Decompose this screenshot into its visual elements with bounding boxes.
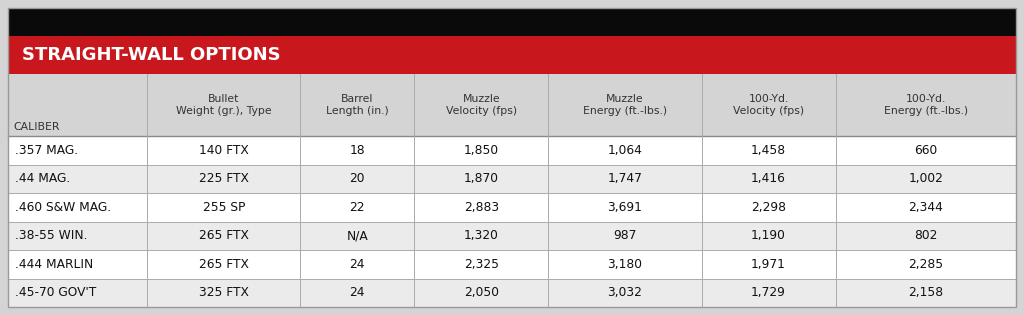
Text: 1,064: 1,064 <box>607 144 642 157</box>
Bar <box>8 74 1016 136</box>
Text: 3,691: 3,691 <box>607 201 642 214</box>
Text: 1,870: 1,870 <box>464 172 499 185</box>
Text: 1,416: 1,416 <box>751 172 786 185</box>
Bar <box>8 36 1016 74</box>
Text: 1,747: 1,747 <box>607 172 642 185</box>
Text: 265 FTX: 265 FTX <box>199 258 249 271</box>
Bar <box>8 8 1016 36</box>
Text: 18: 18 <box>349 144 366 157</box>
Text: .357 MAG.: .357 MAG. <box>15 144 78 157</box>
Text: 20: 20 <box>349 172 365 185</box>
Text: 2,883: 2,883 <box>464 201 499 214</box>
Text: Muzzle
Energy (ft.-lbs.): Muzzle Energy (ft.-lbs.) <box>583 94 667 116</box>
Text: 225 FTX: 225 FTX <box>199 172 249 185</box>
Text: 255 SP: 255 SP <box>203 201 245 214</box>
Text: 100-Yd.
Velocity (fps): 100-Yd. Velocity (fps) <box>733 94 804 116</box>
Bar <box>8 136 1016 164</box>
Text: 2,158: 2,158 <box>908 286 943 299</box>
Text: 24: 24 <box>349 286 365 299</box>
Text: STRAIGHT-WALL OPTIONS: STRAIGHT-WALL OPTIONS <box>22 46 281 64</box>
Text: 3,180: 3,180 <box>607 258 642 271</box>
Text: 1,458: 1,458 <box>751 144 786 157</box>
Text: 22: 22 <box>349 201 365 214</box>
Text: 100-Yd.
Energy (ft.-lbs.): 100-Yd. Energy (ft.-lbs.) <box>884 94 968 116</box>
Text: 265 FTX: 265 FTX <box>199 229 249 242</box>
Bar <box>8 221 1016 250</box>
Text: 2,050: 2,050 <box>464 286 499 299</box>
Text: 1,320: 1,320 <box>464 229 499 242</box>
Text: 1,729: 1,729 <box>751 286 786 299</box>
Text: 1,850: 1,850 <box>464 144 499 157</box>
Text: N/A: N/A <box>346 229 369 242</box>
Text: 1,190: 1,190 <box>751 229 786 242</box>
Text: 802: 802 <box>914 229 937 242</box>
Text: 987: 987 <box>613 229 637 242</box>
Text: 1,002: 1,002 <box>908 172 943 185</box>
Bar <box>8 250 1016 278</box>
Text: 1,971: 1,971 <box>751 258 786 271</box>
Text: 2,344: 2,344 <box>908 201 943 214</box>
Bar <box>8 193 1016 221</box>
Text: CALIBER: CALIBER <box>13 122 59 132</box>
Text: Bullet
Weight (gr.), Type: Bullet Weight (gr.), Type <box>176 94 271 116</box>
Bar <box>8 278 1016 307</box>
Text: .45-70 GOV'T: .45-70 GOV'T <box>15 286 96 299</box>
Bar <box>8 164 1016 193</box>
Text: 2,285: 2,285 <box>908 258 943 271</box>
Text: 140 FTX: 140 FTX <box>199 144 249 157</box>
Text: Barrel
Length (in.): Barrel Length (in.) <box>326 94 389 116</box>
Text: 660: 660 <box>914 144 937 157</box>
Text: .38-55 WIN.: .38-55 WIN. <box>15 229 87 242</box>
Text: 2,298: 2,298 <box>751 201 786 214</box>
Text: .444 MARLIN: .444 MARLIN <box>15 258 93 271</box>
Text: .460 S&W MAG.: .460 S&W MAG. <box>15 201 112 214</box>
Text: 24: 24 <box>349 258 365 271</box>
Text: 2,325: 2,325 <box>464 258 499 271</box>
Text: .44 MAG.: .44 MAG. <box>15 172 71 185</box>
Text: 325 FTX: 325 FTX <box>199 286 249 299</box>
Text: 3,032: 3,032 <box>607 286 642 299</box>
Text: Muzzle
Velocity (fps): Muzzle Velocity (fps) <box>445 94 517 116</box>
